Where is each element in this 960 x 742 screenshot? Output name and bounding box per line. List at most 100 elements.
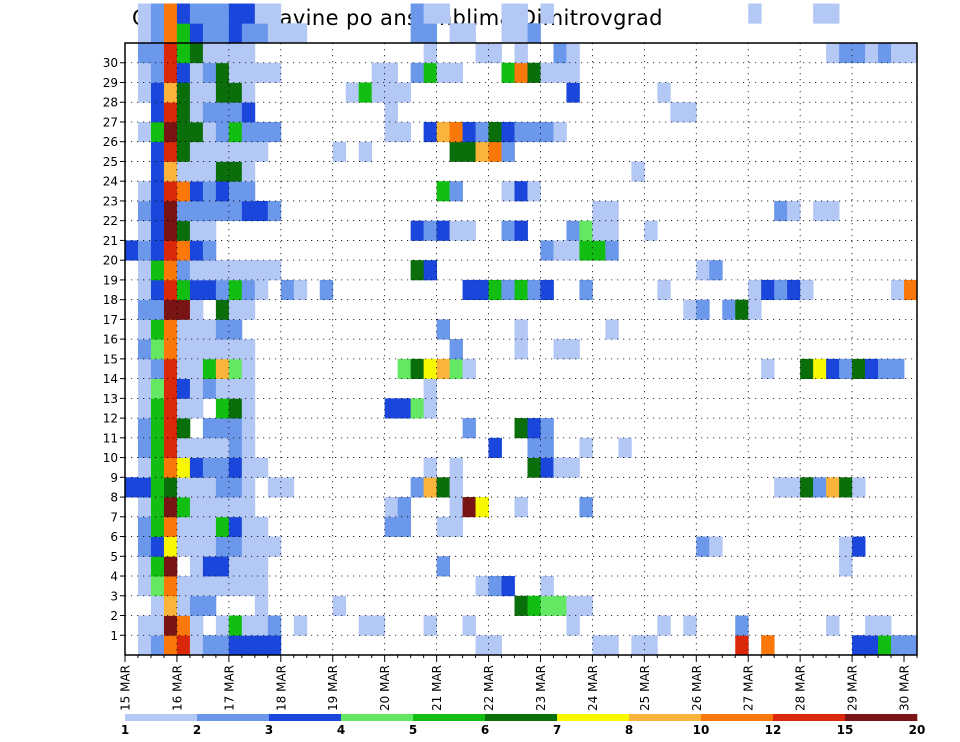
heatmap-cell [150,477,165,498]
heatmap-cell [501,181,515,202]
heatmap-cell [150,437,165,458]
heatmap-cell [267,477,282,498]
heatmap-cell [150,200,165,222]
heatmap-cell [891,358,905,380]
legend-label: 6 [481,723,489,737]
heatmap-cell [839,556,853,577]
heatmap-cell [176,398,191,419]
y-tick-label: 22 [103,214,118,228]
legend-label: 1 [121,723,129,737]
heatmap-cell [189,358,204,380]
x-tick-label: 27 MAR [742,665,756,711]
heatmap-cell [163,82,178,103]
heatmap-cell [215,516,230,537]
heatmap-cell [254,516,269,537]
heatmap-cell [241,457,256,478]
heatmap-cell [358,615,373,636]
heatmap-cell [163,200,178,222]
x-tick-label: 15 MAR [119,665,133,711]
heatmap-cell [228,556,243,577]
heatmap-cell [137,358,152,380]
heatmap-cell [475,576,489,597]
x-tick-label: 18 MAR [274,665,288,711]
y-tick-label: 18 [103,293,118,307]
y-tick-label: 3 [110,589,118,603]
heatmap-cell [605,240,619,261]
heatmap-cell [488,576,502,597]
heatmap-cell [254,536,269,557]
heatmap-cell [423,220,437,241]
heatmap-cell [254,121,269,143]
heatmap-cell [397,516,412,537]
heatmap-cell [215,477,230,498]
heatmap-cell [202,220,217,241]
heatmap-cell [150,102,165,123]
heatmap-cell [189,477,204,498]
heatmap-cell [540,279,554,301]
y-tick-label: 27 [103,115,118,129]
heatmap-cell [449,62,463,83]
heatmap-cell [176,102,191,123]
heatmap-cell [488,121,502,143]
heatmap-cell [228,339,243,360]
heatmap-cell [384,62,399,83]
heatmap-cell [462,615,476,636]
heatmap-cell [579,437,593,458]
heatmap-cell [423,62,437,83]
heatmap-cell [514,497,528,518]
heatmap-cell [189,279,204,301]
heatmap-cell [514,43,528,64]
heatmap-cell [137,418,152,439]
heatmap-cell [176,121,191,143]
heatmap-cell [189,556,204,577]
heatmap-cell [423,457,437,478]
heatmap-cell [514,279,528,301]
heatmap-cell [228,516,243,537]
legend-label: 20 [909,723,926,737]
heatmap-cell [501,279,515,301]
heatmap-cell [163,299,178,320]
heatmap-cell [488,437,502,458]
heatmap-cell [462,141,476,162]
heatmap-cell [241,279,256,301]
heatmap-cell [150,279,165,301]
heatmap-cell [800,358,814,380]
heatmap-cell [215,260,230,281]
heatmap-cell [163,260,178,281]
heatmap-cell [553,121,567,143]
heatmap-cell [267,260,282,281]
heatmap-cell [540,240,554,261]
y-tick-label: 1 [110,629,118,643]
heatmap-cell [163,339,178,360]
heatmap-cell [540,576,554,597]
heatmap-cell [163,161,178,182]
heatmap-cell [189,220,204,241]
plot-frame [124,42,918,656]
x-tick-label: 25 MAR [638,665,652,711]
heatmap-cell [137,398,152,419]
heatmap-cell [748,3,762,24]
heatmap-cell [540,437,554,458]
x-axis: 15 MAR 16 MAR 17 MAR 18 MAR 19 MAR 20 MAR 21 M… [119,655,918,711]
heatmap-cell [579,497,593,518]
heatmap-cell [423,3,437,24]
heatmap-cell [202,437,217,458]
heatmap-cell [436,121,450,143]
heatmap-cell [423,260,437,281]
heatmap-cell [215,497,230,518]
heatmap-cell [176,497,191,518]
heatmap-cell [228,279,243,301]
heatmap-cell [878,615,892,636]
heatmap-cell [202,635,217,656]
heatmap-cell [449,516,463,537]
heatmap-cell [410,260,425,281]
heatmap-cell [735,615,749,636]
heatmap-cell [436,220,450,241]
heatmap-cell [787,200,801,222]
heatmap-cell [254,260,269,281]
x-tick-label: 23 MAR [534,665,548,711]
heatmap-cell [215,378,230,399]
heatmap-cell [514,595,528,616]
heatmap-cell [189,181,204,202]
heatmap-cell [904,635,918,656]
